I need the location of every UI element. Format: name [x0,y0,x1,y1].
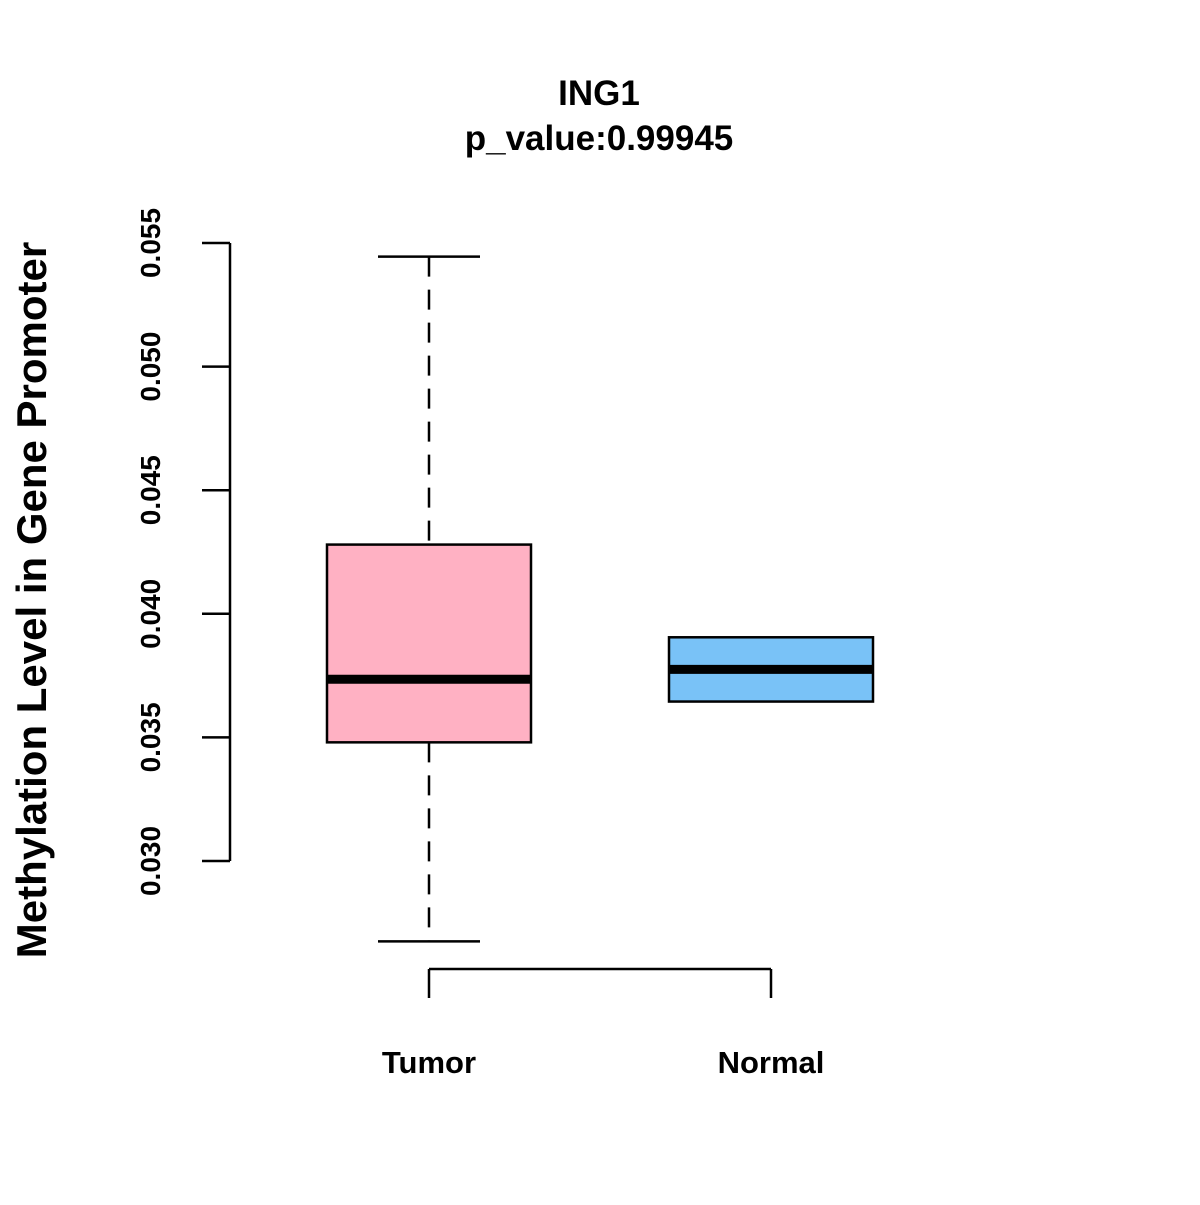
boxes-layer [325,255,875,943]
y-tick-label: 0.035 [135,702,166,772]
box-group-normal [667,636,875,703]
y-tick-label: 0.050 [135,332,166,402]
box-iqr [325,543,533,744]
y-axis-label: Methylation Level in Gene Promoter [8,242,55,958]
axes-layer: 0.030 0.035 0.040 0.045 0.050 0.055 Tumor Norma… [135,208,824,1080]
y-tick-label: 0.045 [135,455,166,525]
chart-subtitle: p_value:0.99945 [465,119,734,158]
y-tick-label: 0.040 [135,579,166,649]
x-tick-label: Normal [718,1045,825,1080]
chart-title: ING1 [558,74,640,113]
x-tick-label: Tumor [382,1045,476,1080]
y-tick-label: 0.055 [135,208,166,278]
y-tick-label: 0.030 [135,826,166,896]
box-group-tumor [325,255,533,943]
